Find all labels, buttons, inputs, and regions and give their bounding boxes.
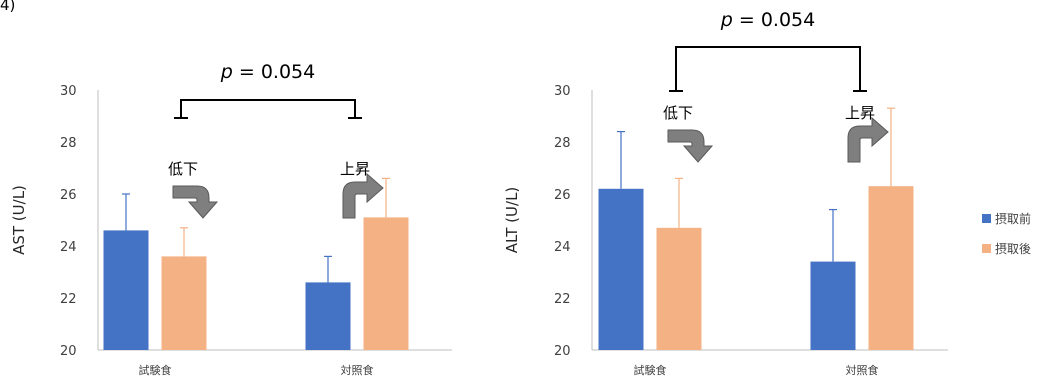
p-symbol: p [720, 9, 739, 31]
y-tick-label: 20 [554, 344, 571, 359]
arrow-up-icon-shape [847, 116, 889, 163]
category-label: 対照食 [341, 363, 374, 377]
legend-swatch [982, 214, 991, 223]
y-tick-label: 26 [554, 188, 571, 203]
y-tick-label: 20 [60, 344, 77, 359]
bar [161, 256, 207, 350]
y-tick-label: 22 [554, 292, 571, 307]
legend-label: 摂取前 [995, 211, 1031, 226]
bar [103, 230, 149, 350]
legend-label: 摂取後 [995, 241, 1031, 256]
significance-bracket [675, 46, 861, 91]
ast-chart: 20 22 24 26 28 30 AST (U/L) 試験食 対照食 p = 0.054 低下 上昇 [10, 61, 452, 377]
legend-swatch [982, 244, 991, 253]
bar [305, 282, 351, 350]
increase-label: 上昇 [845, 104, 875, 122]
arrow-up-icon-shape [342, 172, 384, 219]
arrow-down-icon [172, 185, 219, 219]
y-tick-label: 24 [60, 240, 77, 255]
arrow-up-icon [847, 116, 889, 163]
y-tick-label: 26 [60, 188, 77, 203]
y-tick-label: 22 [60, 292, 77, 307]
y-axis-label: AST (U/L) [10, 185, 28, 255]
bar [363, 217, 409, 350]
corner-label: 4) [0, 0, 15, 14]
arrow-down-icon-shape [172, 185, 219, 219]
category-label: 対照食 [846, 363, 879, 377]
decrease-label: 低下 [663, 104, 693, 122]
arrow-down-icon [667, 129, 714, 163]
significance-bracket [180, 99, 356, 118]
p-symbol: p [220, 61, 239, 83]
y-tick-label: 30 [60, 84, 77, 99]
alt-chart: 20 22 24 26 28 30 ALT (U/L) 試験食 対照食 p = 0.054 低下 上昇 [503, 9, 948, 377]
p-value-label: p = 0.054 [720, 9, 815, 31]
p-value-label: p = 0.054 [220, 61, 315, 83]
bar [868, 186, 914, 350]
bar [656, 227, 702, 350]
y-tick-label: 28 [554, 136, 571, 151]
increase-label: 上昇 [340, 160, 370, 178]
arrow-up-icon [342, 172, 384, 219]
y-tick-label: 24 [554, 240, 571, 255]
bar [810, 261, 856, 350]
category-label: 試験食 [139, 363, 172, 377]
decrease-label: 低下 [168, 160, 198, 178]
category-label: 試験食 [634, 363, 667, 377]
arrow-down-icon-shape [667, 129, 714, 163]
y-tick-label: 30 [554, 84, 571, 99]
y-tick-label: 28 [60, 136, 77, 151]
y-axis-label: ALT (U/L) [503, 187, 521, 254]
p-value: = 0.054 [239, 61, 315, 83]
bar [598, 188, 644, 350]
p-value: = 0.054 [739, 9, 815, 31]
